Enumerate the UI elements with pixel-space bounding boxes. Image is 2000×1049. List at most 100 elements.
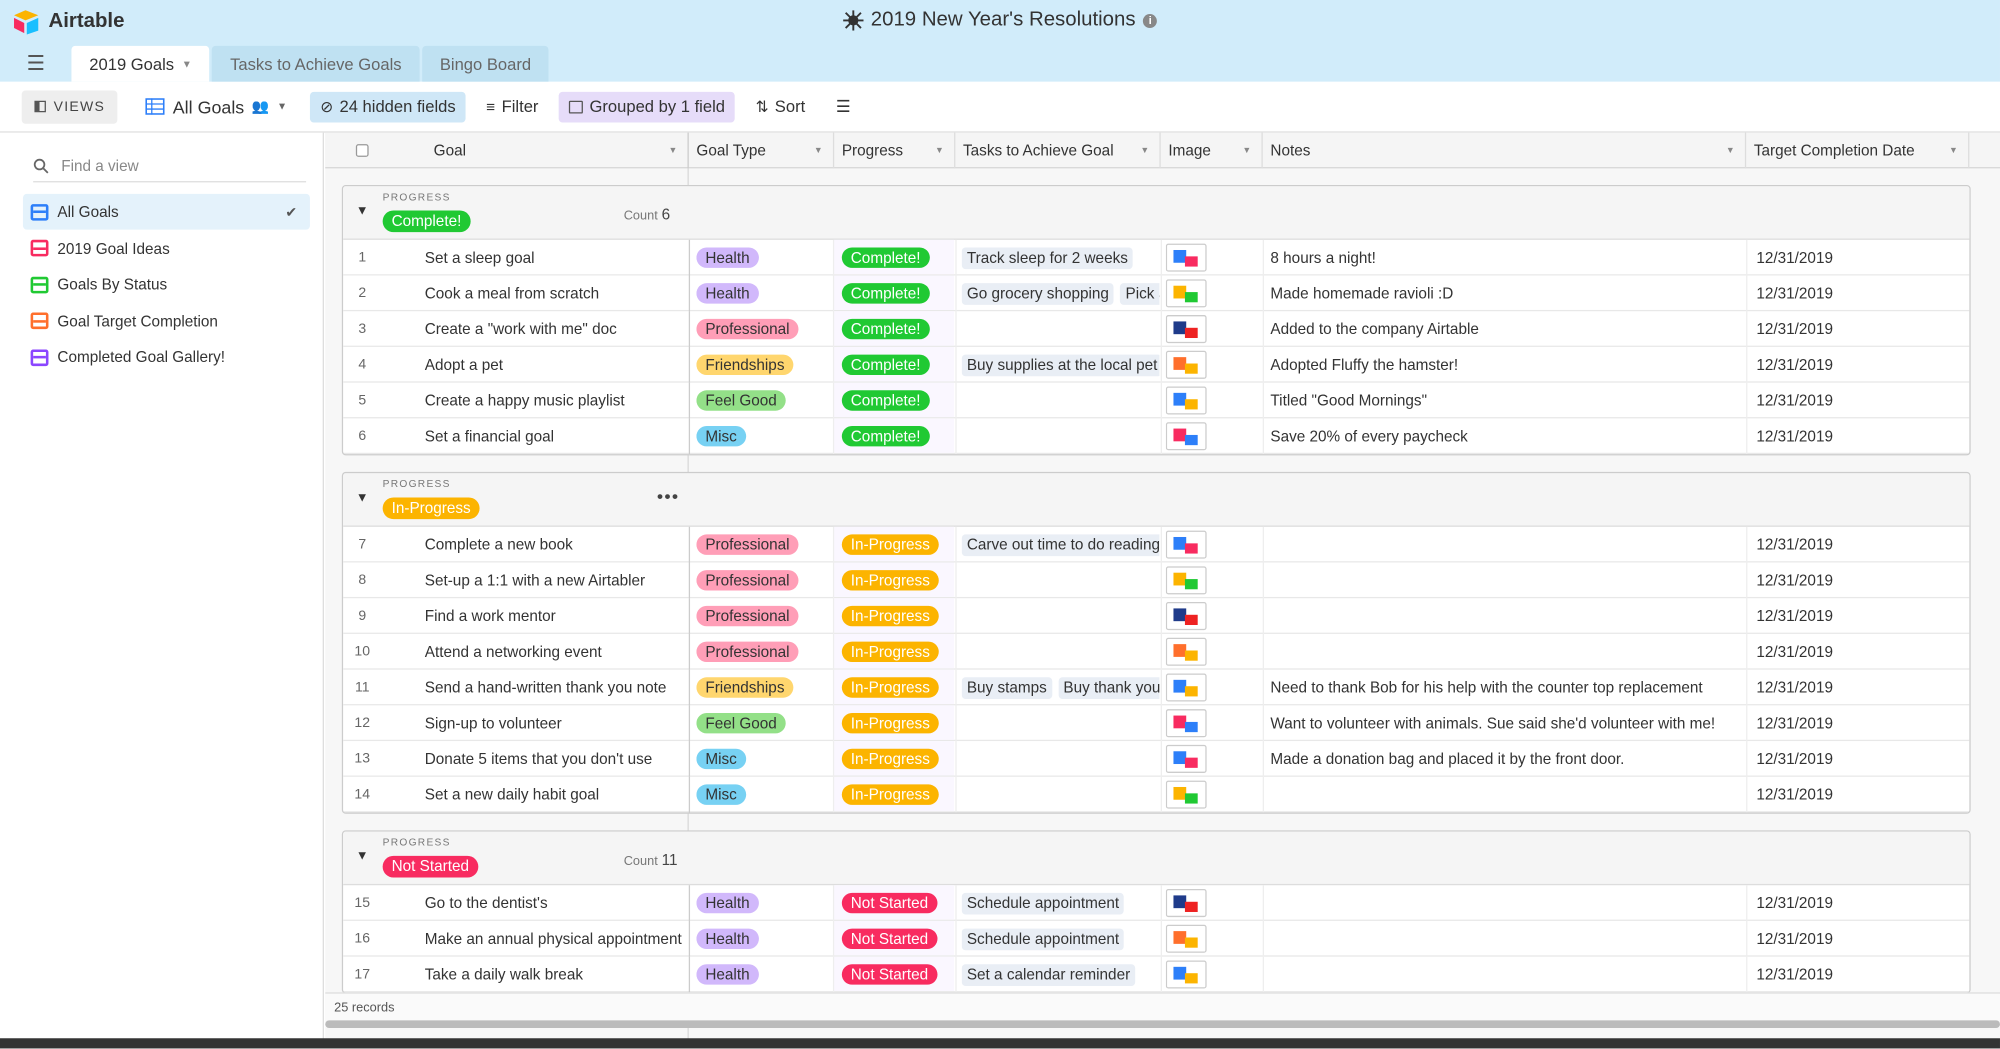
image-thumbnail[interactable] [1165, 602, 1207, 631]
airtable-logo[interactable]: Airtable [13, 9, 124, 35]
goal-cell[interactable]: Go to the dentist's [424, 894, 548, 912]
table-row[interactable]: 15 Go to the dentist's Health Not Started Sc… [343, 885, 1970, 921]
chevron-down-icon[interactable]: ▼ [668, 146, 678, 155]
sidebar-item-all-goals[interactable]: All Goals ✔ [22, 193, 310, 230]
image-thumbnail[interactable] [1165, 566, 1207, 595]
progress-cell[interactable]: Complete! [834, 382, 955, 418]
target-date-cell[interactable]: 12/31/2019 [1756, 320, 1833, 339]
tasks-cell[interactable] [962, 598, 1160, 634]
info-icon[interactable]: i [1143, 13, 1158, 28]
image-cell[interactable] [1165, 527, 1255, 563]
goal-cell[interactable]: Set a new daily habit goal [424, 785, 600, 804]
table-row[interactable]: 8 Set-up a 1:1 with a new Airtabler Profes… [343, 562, 1970, 599]
progress-cell[interactable]: In-Progress [834, 705, 955, 740]
image-cell[interactable] [1165, 562, 1255, 598]
linked-task-chip[interactable]: Buy thank you r [1058, 676, 1160, 699]
notes-cell[interactable]: Made a donation bag and placed it by the… [1270, 749, 1625, 768]
table-row[interactable]: 11 Send a hand-written thank you note Frie… [343, 669, 1970, 706]
chevron-down-icon[interactable]: ▼ [1242, 146, 1252, 155]
target-date-cell[interactable]: 12/31/2019 [1756, 571, 1833, 590]
linked-task-chip[interactable]: Buy stamps [961, 676, 1052, 699]
image-cell[interactable] [1165, 957, 1255, 993]
goal-type-cell[interactable]: Professional [696, 562, 831, 598]
image-cell[interactable] [1165, 311, 1255, 347]
image-cell[interactable] [1165, 741, 1255, 777]
more-options-icon[interactable]: ••• [656, 485, 680, 507]
target-date-cell[interactable]: 12/31/2019 [1756, 929, 1833, 948]
goal-cell[interactable]: Adopt a pet [424, 355, 504, 374]
progress-cell[interactable]: Not Started [834, 956, 955, 992]
sidebar-item-goals-by-status[interactable]: Goals By Status [23, 267, 310, 303]
goal-type-cell[interactable]: Misc [696, 777, 831, 813]
views-toggle-button[interactable]: VIEWS [21, 89, 118, 124]
image-thumbnail[interactable] [1165, 780, 1207, 809]
target-date-cell[interactable]: 12/31/2019 [1756, 535, 1833, 554]
sort-button[interactable]: ⇅ Sort [755, 96, 806, 117]
goal-type-cell[interactable]: Professional [696, 598, 831, 634]
column-header-progress[interactable]: Progress ▼ [834, 132, 956, 169]
collapse-toggle-icon[interactable]: ▼ [355, 204, 369, 219]
table-row[interactable]: 17 Take a daily walk break Health Not Start… [343, 956, 1970, 993]
table-row[interactable]: 12 Sign-up to volunteer Feel Good In-Progre… [343, 705, 1970, 742]
notes-cell[interactable]: Save 20% of every paycheck [1270, 427, 1468, 446]
linked-task-chip[interactable]: Buy supplies at the local pet [961, 353, 1160, 376]
goal-type-cell[interactable]: Health [696, 276, 831, 312]
goal-type-cell[interactable]: Health [696, 885, 831, 921]
goal-type-cell[interactable]: Feel Good [696, 383, 831, 419]
image-cell[interactable] [1165, 670, 1255, 706]
goal-cell[interactable]: Find a work mentor [424, 607, 556, 625]
image-cell[interactable] [1165, 634, 1255, 670]
linked-task-chip[interactable]: Track sleep for 2 weeks [961, 246, 1134, 269]
target-date-cell[interactable]: 12/31/2019 [1756, 785, 1833, 804]
tab-2019-goals[interactable]: 2019 Goals ▼ [71, 45, 210, 82]
collapse-toggle-icon[interactable]: ▼ [355, 491, 369, 506]
table-row[interactable]: 13 Donate 5 items that you don't use Misc I… [343, 741, 1970, 777]
notes-cell[interactable] [1270, 598, 1744, 634]
linked-task-chip[interactable]: Go grocery shopping [961, 282, 1115, 305]
image-thumbnail[interactable] [1165, 889, 1207, 918]
chevron-down-icon[interactable]: ▼ [1725, 146, 1735, 155]
tasks-cell[interactable]: Buy stamps Buy thank you r [961, 670, 1160, 706]
tasks-cell[interactable]: Set a calendar reminder [961, 957, 1160, 993]
goal-type-cell[interactable]: Misc [696, 418, 831, 454]
linked-task-chip[interactable]: Schedule appointment [961, 927, 1125, 950]
column-header-target-completion-date[interactable]: Target Completion Date ▼ [1746, 132, 1970, 169]
image-thumbnail[interactable] [1165, 422, 1207, 451]
goal-type-cell[interactable]: Friendships [696, 347, 831, 383]
table-row[interactable]: 3 Create a "work with me" doc Professional… [343, 311, 1970, 347]
goal-cell[interactable]: Create a "work with me" doc [424, 320, 617, 339]
table-row[interactable]: 2 Cook a meal from scratch Health Complete!… [343, 275, 1970, 312]
goal-type-cell[interactable]: Professional [696, 634, 831, 670]
goal-type-cell[interactable]: Health [696, 921, 831, 957]
progress-cell[interactable]: Complete! [834, 418, 955, 453]
goal-cell[interactable]: Complete a new book [424, 535, 573, 554]
goal-cell[interactable]: Attend a networking event [424, 642, 602, 661]
image-thumbnail[interactable] [1165, 637, 1207, 666]
progress-cell[interactable]: In-Progress [834, 741, 955, 776]
image-thumbnail[interactable] [1165, 673, 1207, 702]
image-cell[interactable] [1165, 383, 1255, 419]
table-row[interactable]: 7 Complete a new book Professional In-Progr… [343, 526, 1970, 563]
image-thumbnail[interactable] [1165, 386, 1207, 415]
image-cell[interactable] [1165, 418, 1255, 454]
goal-cell[interactable]: Cook a meal from scratch [424, 284, 600, 303]
progress-cell[interactable]: In-Progress [834, 526, 955, 562]
progress-cell[interactable]: Complete! [834, 346, 955, 382]
table-row[interactable]: 1 Set a sleep goal Health Complete! Track sl… [343, 239, 1970, 276]
target-date-cell[interactable]: 12/31/2019 [1756, 749, 1833, 768]
image-thumbnail[interactable] [1165, 350, 1207, 379]
goal-type-cell[interactable]: Professional [696, 527, 831, 563]
table-row[interactable]: 6 Set a financial goal Misc Complete! Save 2… [343, 418, 1970, 455]
chevron-down-icon[interactable]: ▼ [181, 58, 192, 70]
collapse-toggle-icon[interactable]: ▼ [355, 849, 369, 864]
select-all-checkbox[interactable] [355, 144, 369, 157]
image-cell[interactable] [1165, 276, 1255, 312]
goal-type-cell[interactable]: Health [696, 240, 831, 276]
hidden-fields-button[interactable]: ⊘ 24 hidden fields [310, 91, 466, 122]
notes-cell[interactable] [1270, 634, 1744, 670]
tab-bingo-board[interactable]: Bingo Board [421, 45, 549, 82]
image-cell[interactable] [1165, 885, 1255, 921]
notes-cell[interactable]: Made homemade ravioli :D [1270, 284, 1454, 303]
column-header-image[interactable]: Image ▼ [1161, 132, 1263, 169]
current-view-switcher[interactable]: All Goals 👥 ▼ [145, 96, 287, 117]
